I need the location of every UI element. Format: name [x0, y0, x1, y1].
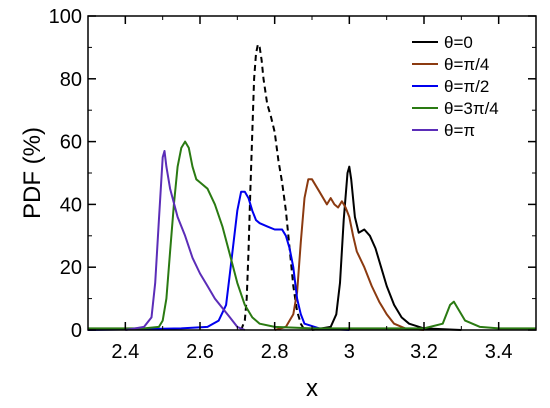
legend-label: θ=π/4	[444, 55, 489, 74]
y-tick-label: 80	[60, 69, 82, 91]
x-tick-label: 3.2	[410, 341, 438, 363]
ticks-layer: 2.4 2.6 2.8 3 3.2 3.4 0 20 40 60 80 100	[49, 6, 537, 363]
y-axis-title: PDF (%)	[19, 127, 46, 219]
y-tick-label: 100	[49, 6, 82, 28]
series-line-3	[87, 190, 350, 331]
legend-label: θ=3π/4	[444, 99, 499, 118]
series-line-1	[311, 165, 462, 331]
y-tick-label: 40	[60, 194, 82, 216]
y-tick-label: 0	[71, 320, 82, 342]
x-axis-title: x	[306, 375, 318, 402]
x-tick-label: 2.4	[111, 341, 139, 363]
legend: θ=0 θ=π/4 θ=π/2 θ=3π/4 θ=π	[412, 33, 499, 140]
legend-label: θ=π/2	[444, 77, 489, 96]
y-tick-label: 60	[60, 132, 82, 154]
y-tick-label: 20	[60, 257, 82, 279]
series-line-5	[125, 150, 246, 331]
x-tick-label: 3.4	[485, 341, 513, 363]
series-layer	[87, 43, 536, 331]
series-line-4	[88, 140, 536, 330]
x-tick-label: 2.6	[186, 341, 214, 363]
series-line-2	[274, 178, 425, 331]
legend-label: θ=π	[444, 121, 475, 140]
series-line-0	[240, 43, 306, 331]
x-tick-label: 2.8	[261, 341, 289, 363]
x-tick-label: 3	[344, 341, 355, 363]
legend-label: θ=0	[444, 33, 473, 52]
